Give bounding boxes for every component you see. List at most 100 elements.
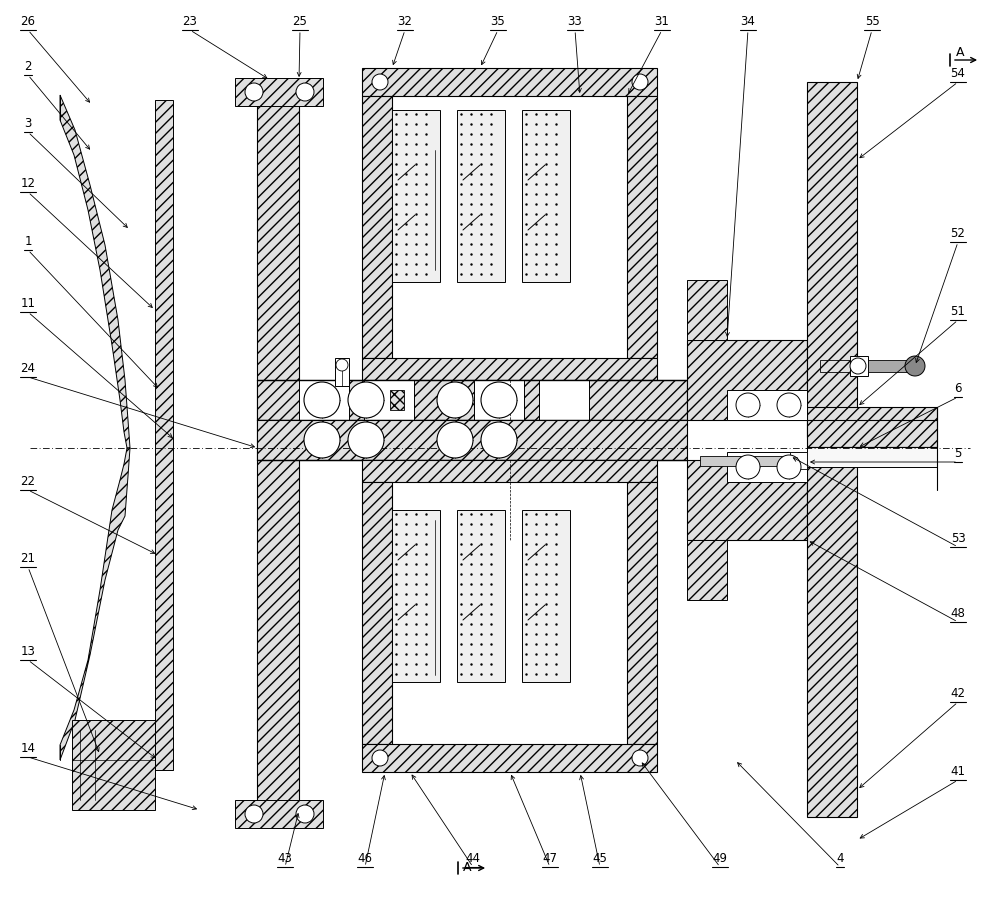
Bar (457, 110, 505, 282)
Circle shape (372, 74, 388, 90)
Text: 25: 25 (293, 15, 307, 28)
Bar (257, 420, 687, 460)
Bar (727, 390, 807, 420)
Bar (362, 482, 392, 744)
Text: 5: 5 (954, 447, 962, 460)
Circle shape (304, 422, 340, 458)
Text: 43: 43 (278, 852, 292, 865)
Bar (700, 456, 800, 466)
Text: A: A (463, 860, 472, 874)
Text: 53: 53 (951, 532, 965, 545)
Text: 34: 34 (741, 15, 755, 28)
Text: 13: 13 (21, 645, 35, 658)
Text: 31: 31 (655, 15, 669, 28)
Text: 33: 33 (568, 15, 582, 28)
Text: 21: 21 (20, 552, 36, 565)
Bar (539, 380, 589, 420)
Circle shape (736, 455, 760, 479)
Bar (257, 380, 687, 420)
Bar (820, 360, 850, 372)
Circle shape (736, 393, 760, 417)
Bar (299, 380, 349, 420)
Bar (790, 452, 807, 469)
Bar (257, 90, 299, 810)
Circle shape (245, 805, 263, 823)
Bar (868, 360, 908, 372)
Text: 47: 47 (542, 852, 558, 865)
Bar (727, 452, 807, 482)
Bar (807, 82, 857, 437)
Circle shape (304, 382, 340, 418)
Bar (474, 380, 524, 420)
Circle shape (296, 83, 314, 101)
Text: 55: 55 (865, 15, 879, 28)
Circle shape (348, 382, 384, 418)
Circle shape (905, 356, 925, 376)
Bar (807, 462, 857, 817)
Text: 49: 49 (712, 852, 728, 865)
Circle shape (437, 422, 473, 458)
Text: 14: 14 (20, 742, 36, 755)
Bar (362, 358, 657, 380)
Polygon shape (60, 448, 130, 760)
Bar (362, 460, 657, 482)
Bar (522, 110, 570, 282)
Circle shape (632, 750, 648, 766)
Bar (390, 390, 404, 410)
Circle shape (850, 358, 866, 374)
Circle shape (245, 83, 263, 101)
Bar (687, 540, 727, 600)
Circle shape (437, 382, 473, 418)
Bar (687, 460, 807, 540)
Bar (362, 96, 392, 358)
Circle shape (296, 805, 314, 823)
Bar (235, 78, 323, 106)
Circle shape (348, 422, 384, 458)
Text: A: A (956, 46, 964, 58)
Text: 3: 3 (24, 117, 32, 130)
Bar (522, 510, 570, 682)
Text: 26: 26 (20, 15, 36, 28)
Bar (392, 110, 440, 282)
Bar (364, 380, 414, 420)
Circle shape (372, 750, 388, 766)
Text: 4: 4 (836, 852, 844, 865)
Text: 48: 48 (951, 607, 965, 620)
Circle shape (777, 455, 801, 479)
Text: 46: 46 (358, 852, 372, 865)
Text: 1: 1 (24, 235, 32, 248)
Bar (687, 340, 807, 420)
Bar (235, 800, 323, 828)
Circle shape (632, 74, 648, 90)
Bar (627, 482, 657, 744)
Text: 44: 44 (466, 852, 480, 865)
Text: 51: 51 (951, 305, 965, 318)
Bar (155, 100, 173, 770)
Circle shape (481, 422, 517, 458)
Bar (362, 68, 657, 96)
Bar (392, 510, 440, 682)
Bar (627, 96, 657, 358)
Circle shape (481, 382, 517, 418)
Text: 12: 12 (20, 177, 36, 190)
Circle shape (336, 359, 348, 371)
Polygon shape (60, 95, 130, 448)
Bar (807, 447, 937, 467)
Bar (362, 744, 657, 772)
Text: 6: 6 (954, 382, 962, 395)
Circle shape (777, 393, 801, 417)
Text: 54: 54 (951, 67, 965, 80)
Text: 24: 24 (20, 362, 36, 375)
Text: 22: 22 (20, 475, 36, 488)
Text: 32: 32 (398, 15, 412, 28)
Bar (457, 510, 505, 682)
Bar (687, 280, 727, 340)
Text: 35: 35 (491, 15, 505, 28)
Text: 11: 11 (20, 297, 36, 310)
Bar (335, 358, 349, 386)
Bar (807, 407, 937, 447)
Text: 42: 42 (950, 687, 966, 700)
Text: 2: 2 (24, 60, 32, 73)
Bar (850, 356, 868, 376)
Text: 41: 41 (950, 765, 966, 778)
